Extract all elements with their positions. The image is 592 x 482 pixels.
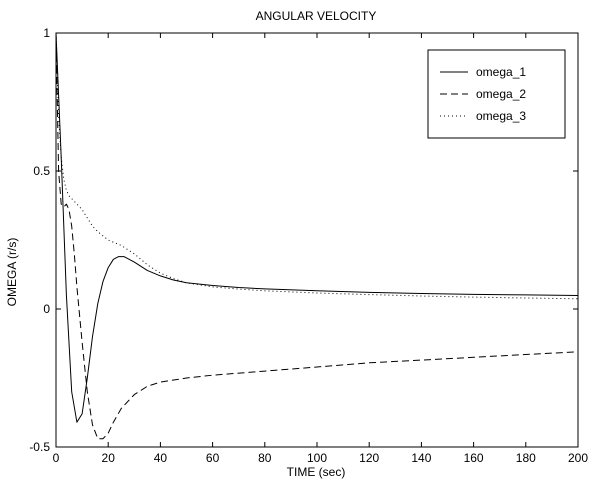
x-axis: 0 20 40 60 80 100 120 140 160 180 200 bbox=[53, 33, 588, 465]
chart-title: ANGULAR VELOCITY bbox=[256, 9, 377, 23]
y-tick-label: -0.5 bbox=[29, 440, 50, 454]
legend-box bbox=[427, 49, 566, 139]
x-tick-label: 60 bbox=[206, 451, 220, 465]
x-tick-label: 120 bbox=[359, 451, 379, 465]
series-line-omega-1 bbox=[55, 32, 579, 423]
legend-label: omega_2 bbox=[476, 87, 526, 101]
x-tick-label: 100 bbox=[307, 451, 327, 465]
series-line-omega-2 bbox=[55, 32, 579, 440]
y-axis-label: OMEGA (r/s) bbox=[5, 238, 19, 307]
series-layer bbox=[55, 32, 579, 440]
x-tick-label: 140 bbox=[411, 451, 431, 465]
legend-label: omega_3 bbox=[476, 109, 526, 123]
y-tick-label: 0.5 bbox=[33, 164, 50, 178]
legend: omega_1 omega_2 omega_3 bbox=[427, 49, 566, 139]
x-tick-label: 80 bbox=[258, 451, 272, 465]
x-axis-label: TIME (sec) bbox=[287, 465, 346, 479]
x-tick-label: 180 bbox=[516, 451, 536, 465]
y-tick-label: 0 bbox=[43, 302, 50, 316]
y-tick-label: 1 bbox=[43, 26, 50, 40]
x-tick-label: 40 bbox=[154, 451, 168, 465]
x-tick-label: 200 bbox=[568, 451, 588, 465]
legend-label: omega_1 bbox=[476, 65, 526, 79]
x-tick-label: 20 bbox=[102, 451, 116, 465]
x-tick-label: 0 bbox=[53, 451, 60, 465]
x-tick-label: 160 bbox=[464, 451, 484, 465]
y-axis: -0.5 0 0.5 1 bbox=[29, 26, 578, 454]
